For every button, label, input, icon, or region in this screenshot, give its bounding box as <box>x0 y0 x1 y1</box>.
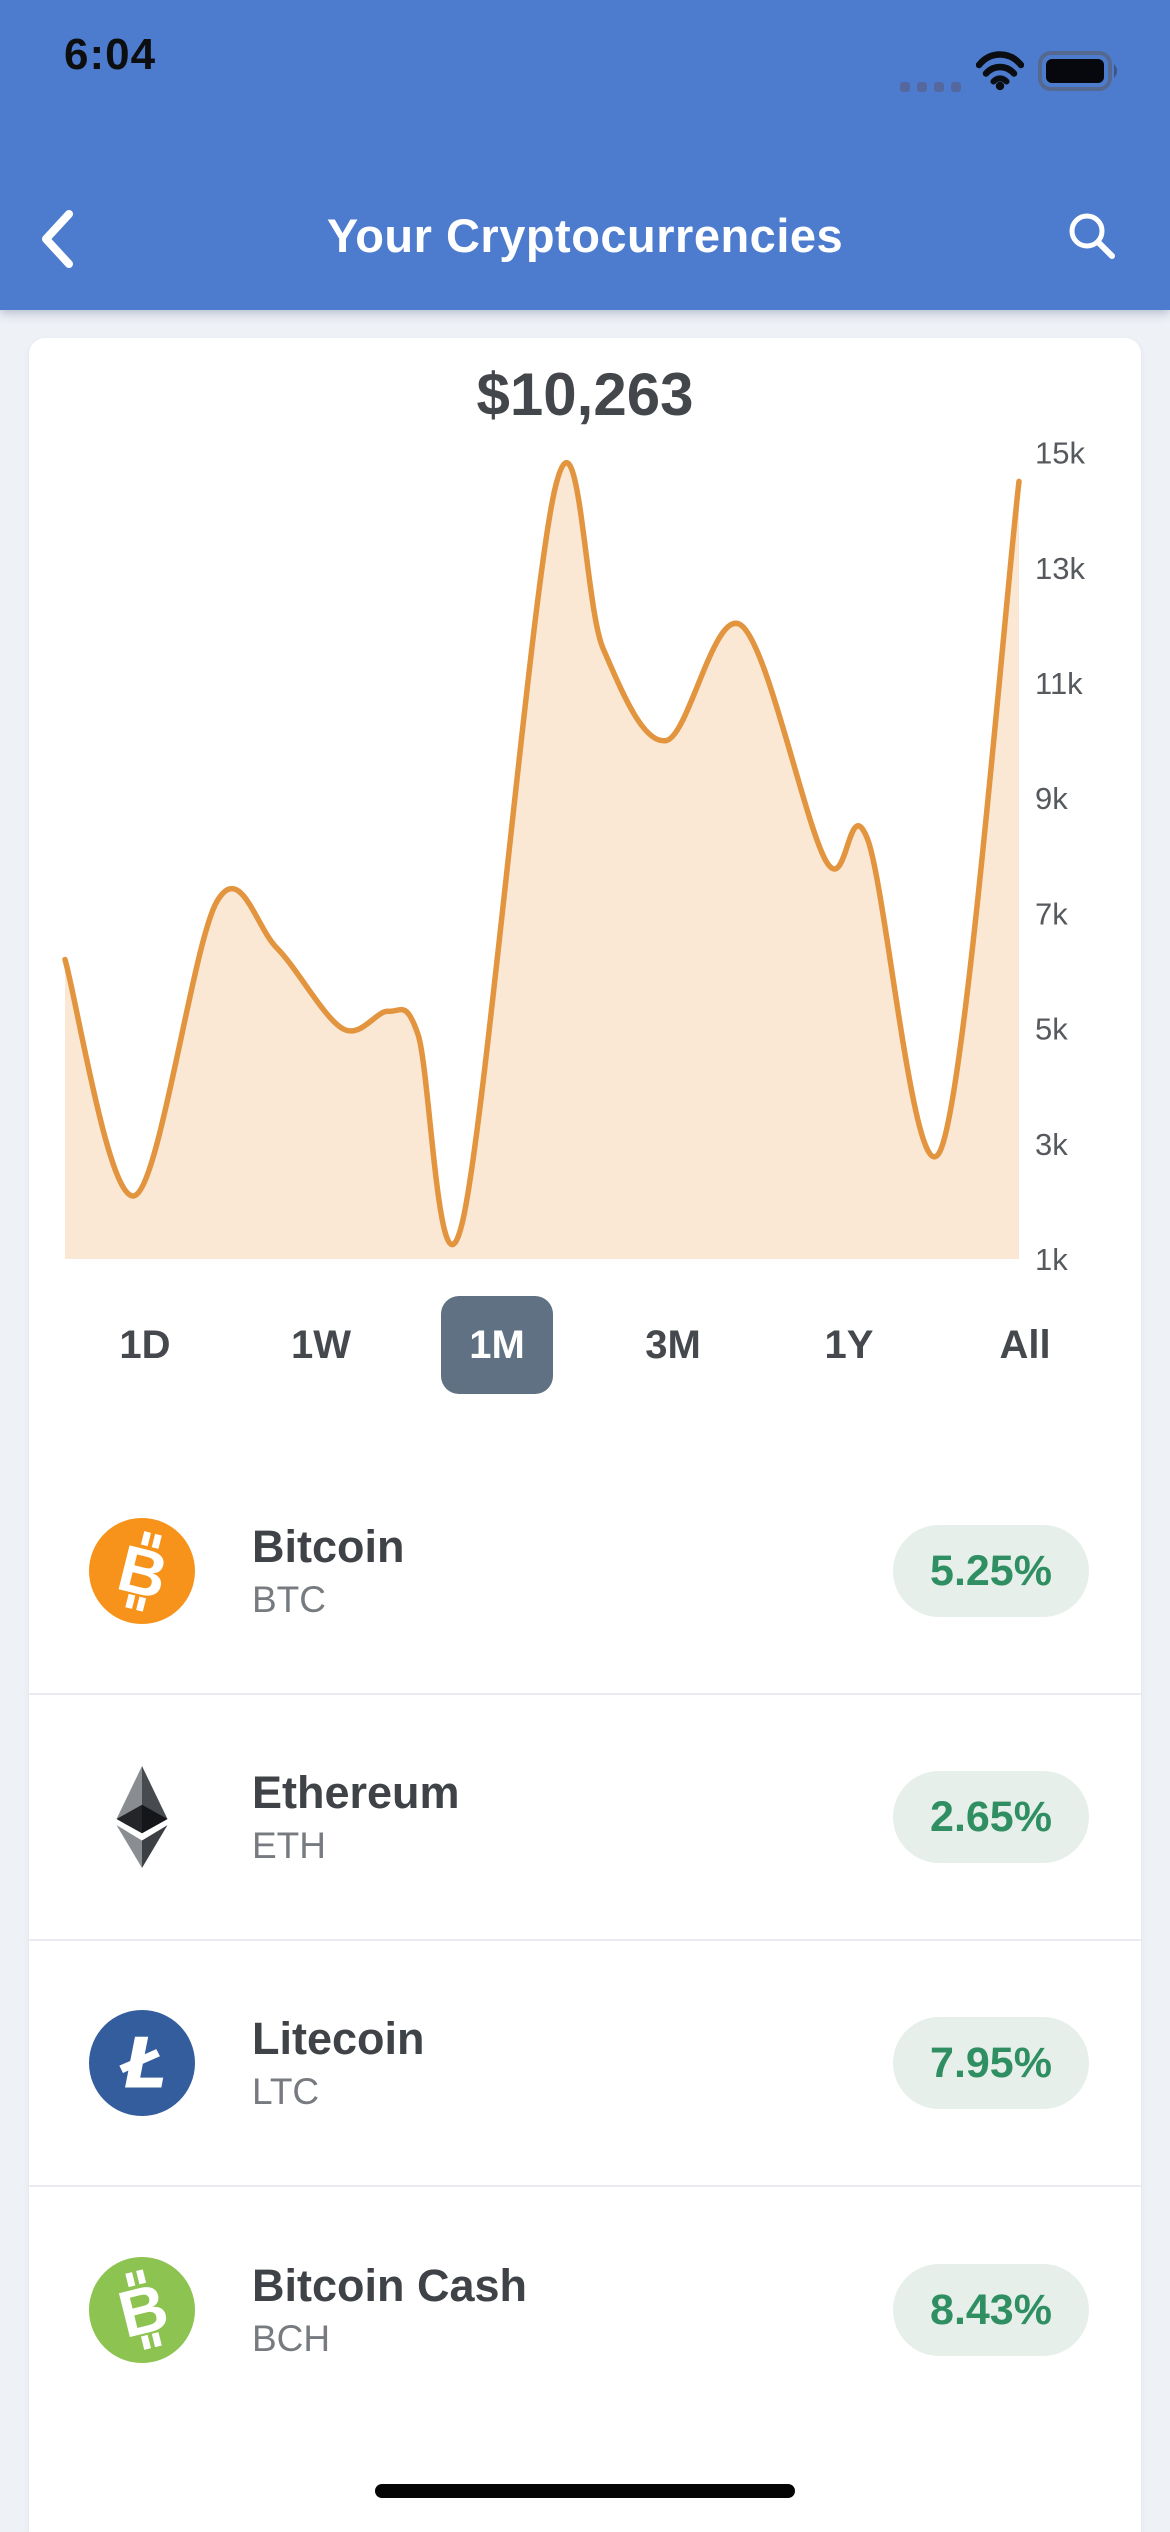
y-axis-tick-label: 1k <box>1035 1242 1068 1277</box>
nav-bar: Your Cryptocurrencies <box>0 200 1170 280</box>
coin-text: Bitcoin BTC <box>252 1521 405 1621</box>
coin-text: Ethereum ETH <box>252 1767 460 1867</box>
coin-row-btc[interactable]: B Bitcoin BTC 5.25% <box>29 1449 1141 1695</box>
portfolio-area-chart: 15k 13k 11k 9k 7k 5k 3k 1k <box>62 436 1085 1277</box>
bitcoin-icon: B <box>89 1518 195 1624</box>
wifi-icon <box>975 50 1025 97</box>
battery-icon <box>1038 50 1120 97</box>
coin-change-badge: 5.25% <box>893 1525 1089 1617</box>
coin-row-bch[interactable]: B Bitcoin Cash BCH 8.43% <box>29 2187 1141 2433</box>
chart-area-fill <box>65 462 1019 1259</box>
coin-text: Bitcoin Cash BCH <box>252 2260 527 2360</box>
coin-row-eth[interactable]: Ethereum ETH 2.65% <box>29 1695 1141 1941</box>
header: 6:04 <box>0 0 1170 310</box>
coin-text: Litecoin LTC <box>252 2013 425 2113</box>
coin-ticker: BTC <box>252 1579 326 1620</box>
coin-name: Bitcoin <box>252 1521 405 1572</box>
portfolio-total: $10,263 <box>476 361 694 428</box>
y-axis-tick-label: 9k <box>1035 781 1068 816</box>
chart-line <box>62 460 1022 1248</box>
coin-name: Litecoin <box>252 2013 425 2064</box>
y-axis-tick-label: 5k <box>1035 1012 1068 1047</box>
range-button-1m[interactable]: 1M <box>441 1296 553 1394</box>
cellular-signal-icon <box>900 50 962 97</box>
y-axis-tick-label: 7k <box>1035 896 1068 931</box>
back-button[interactable] <box>36 208 80 270</box>
y-axis-tick-label: 13k <box>1035 551 1085 586</box>
litecoin-icon: Ł <box>89 2010 195 2116</box>
coin-name: Bitcoin Cash <box>252 2260 528 2311</box>
coin-ticker: LTC <box>252 2071 320 2112</box>
coin-change-badge: 2.65% <box>893 1771 1089 1863</box>
status-time: 6:04 <box>64 30 157 79</box>
coin-change-badge: 8.43% <box>893 2264 1089 2356</box>
range-button-1y[interactable]: 1Y <box>824 1322 874 1367</box>
range-button-1d[interactable]: 1D <box>119 1322 171 1367</box>
coin-row-ltc[interactable]: Ł Litecoin LTC 7.95% <box>29 1941 1141 2187</box>
svg-text:Ł: Ł <box>119 2023 167 2104</box>
search-icon[interactable] <box>1066 210 1118 262</box>
time-range-selector: 1D 1W 1M 3M 1Y All <box>29 1293 1141 1397</box>
y-axis-tick-label: 15k <box>1035 436 1085 471</box>
y-axis-tick-label: 11k <box>1035 666 1083 701</box>
range-button-3m[interactable]: 3M <box>645 1322 701 1367</box>
coin-ticker: ETH <box>252 1825 326 1866</box>
home-indicator[interactable] <box>375 2484 795 2498</box>
coin-change-badge: 7.95% <box>893 2017 1089 2109</box>
cryptocurrency-list: B Bitcoin BTC 5.25% Ethereum ETH 2.65% Ł Lite… <box>29 1449 1141 2433</box>
y-axis-tick-label: 3k <box>1035 1127 1068 1162</box>
coin-name: Ethereum <box>252 1767 460 1818</box>
bitcoin-cash-icon: B <box>89 2257 195 2363</box>
content-card: $10,263 15k 13k 11k 9k 7k 5k 3k 1k 1D 1W 1M 3M 1Y Al… <box>29 338 1141 2532</box>
page-title: Your Cryptocurrencies <box>326 209 844 262</box>
ethereum-icon <box>89 1764 195 1870</box>
range-button-1w[interactable]: 1W <box>291 1322 351 1367</box>
range-button-all[interactable]: All <box>999 1322 1051 1367</box>
status-icons <box>900 50 1120 97</box>
coin-ticker: BCH <box>252 2318 331 2359</box>
